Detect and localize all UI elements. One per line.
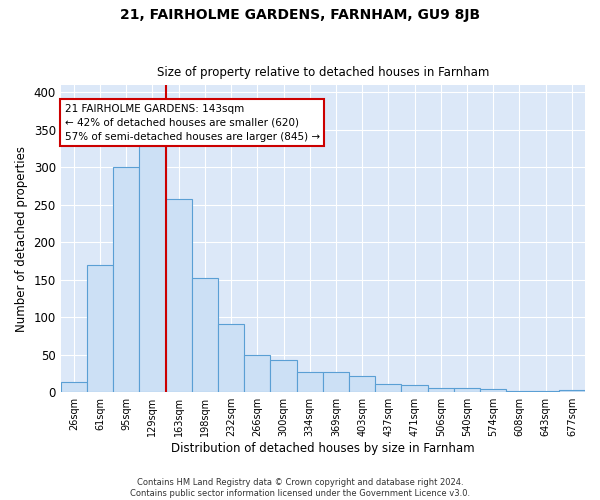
Bar [113, 168, 139, 392]
Bar [480, 389, 506, 392]
Bar [375, 384, 401, 392]
Y-axis label: Number of detached properties: Number of detached properties [15, 146, 28, 332]
Title: Size of property relative to detached houses in Farnham: Size of property relative to detached ho… [157, 66, 489, 80]
Bar [296, 372, 323, 392]
Bar [61, 382, 87, 392]
Bar [559, 390, 585, 392]
Bar [428, 388, 454, 392]
Text: 21, FAIRHOLME GARDENS, FARNHAM, GU9 8JB: 21, FAIRHOLME GARDENS, FARNHAM, GU9 8JB [120, 8, 480, 22]
Bar [87, 265, 113, 392]
Text: 21 FAIRHOLME GARDENS: 143sqm
← 42% of detached houses are smaller (620)
57% of s: 21 FAIRHOLME GARDENS: 143sqm ← 42% of de… [65, 104, 320, 142]
X-axis label: Distribution of detached houses by size in Farnham: Distribution of detached houses by size … [171, 442, 475, 455]
Bar [271, 360, 296, 392]
Bar [166, 199, 192, 392]
Bar [454, 388, 480, 392]
Bar [192, 278, 218, 392]
Bar [244, 356, 271, 392]
Bar [323, 372, 349, 392]
Bar [349, 376, 375, 392]
Text: Contains HM Land Registry data © Crown copyright and database right 2024.
Contai: Contains HM Land Registry data © Crown c… [130, 478, 470, 498]
Bar [401, 386, 428, 392]
Bar [218, 324, 244, 392]
Bar [506, 390, 533, 392]
Bar [139, 146, 166, 392]
